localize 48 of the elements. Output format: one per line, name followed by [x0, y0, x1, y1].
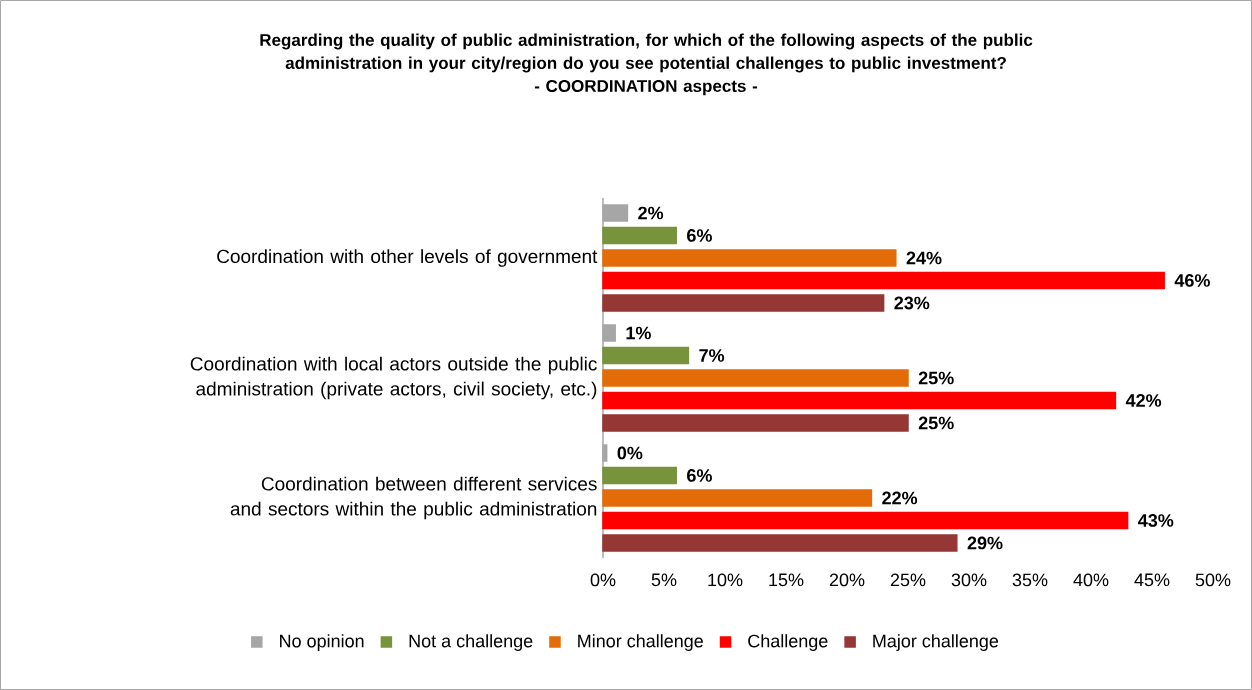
- x-tick-label: 5%: [651, 573, 677, 587]
- chart-title: Regarding the quality of public administration, for which of the following aspects of the public administration in your city/region do you see potential challenges to public investment?: [260, 33, 1033, 73]
- legend-label: No opinion: [280, 634, 364, 651]
- x-tick-label: 50%: [1195, 573, 1231, 587]
- bar: [602, 414, 909, 432]
- bar: [602, 466, 677, 485]
- y-tick-label: Coordination with local actors outside the public administration (private actors, civil society, etc.): [190, 356, 597, 400]
- chart-subtitle: - COORDINATION aspects -: [534, 79, 758, 96]
- legend-label: Challenge: [748, 634, 828, 651]
- x-tick-label: 10%: [708, 573, 743, 587]
- x-tick-label: 0%: [590, 573, 616, 587]
- data-label: 6%: [687, 469, 712, 482]
- data-label: 23%: [894, 296, 930, 310]
- data-label: 24%: [906, 251, 942, 265]
- data-label: 1%: [626, 326, 651, 340]
- bar: [602, 346, 690, 365]
- bar: [602, 271, 1165, 290]
- x-tick-label: 40%: [1073, 573, 1109, 587]
- x-tick-label: 30%: [951, 573, 987, 587]
- bar: [602, 391, 1117, 410]
- x-tick-label: 35%: [1012, 573, 1048, 587]
- bar: [602, 369, 909, 387]
- bar: [602, 226, 677, 245]
- data-label: 6%: [687, 229, 712, 242]
- data-label: 7%: [699, 349, 725, 362]
- data-label: 42%: [1125, 394, 1162, 407]
- data-label: 29%: [967, 536, 1003, 550]
- data-label: 0%: [617, 446, 643, 460]
- legend-label: Minor challenge: [578, 634, 703, 651]
- x-tick-label: 15%: [769, 573, 804, 587]
- x-tick-label: 25%: [890, 573, 926, 587]
- data-label: 46%: [1174, 274, 1210, 287]
- data-label: 43%: [1138, 514, 1174, 527]
- legend-label: Major challenge: [873, 634, 999, 651]
- x-tick-label: 20%: [829, 573, 865, 587]
- data-label: 2%: [638, 206, 664, 220]
- x-tick-label: 45%: [1134, 573, 1170, 587]
- bar: [602, 249, 897, 267]
- bar: [602, 294, 885, 312]
- data-label: 22%: [882, 491, 918, 505]
- bar: [602, 511, 1129, 530]
- data-label: 25%: [918, 416, 954, 430]
- y-tick-label: Coordination with other levels of government: [217, 249, 598, 267]
- legend-label: Not a challenge: [409, 634, 533, 651]
- bar: [602, 534, 958, 552]
- data-label: 25%: [918, 371, 954, 385]
- bar: [602, 489, 873, 507]
- y-tick-label: Coordination between different services and sectors within the public administration: [230, 476, 597, 520]
